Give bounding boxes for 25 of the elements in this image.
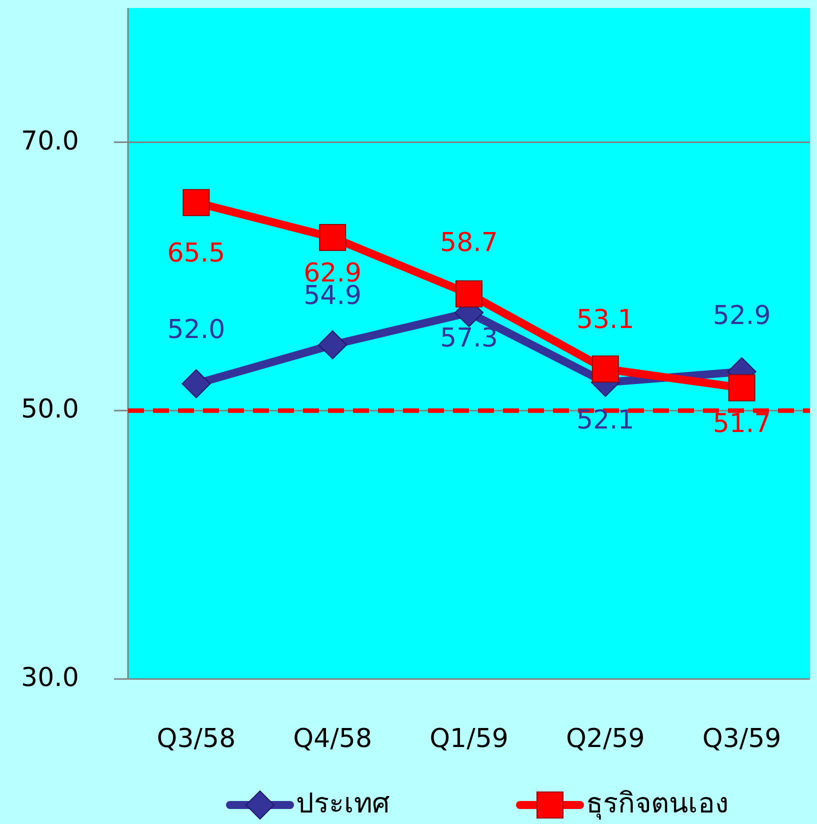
data-label: 57.3 [440,324,498,354]
point [592,356,619,382]
data-label: 58.7 [440,228,498,258]
data-label: 53.1 [576,305,634,336]
point [182,189,210,216]
point [318,330,348,360]
legend-label: ธุรกิจตนเอง [586,786,729,821]
x-tick-label: Q3/58 [156,724,236,754]
data-label: 51.7 [712,408,771,439]
x-tick-label: Q4/58 [293,724,372,754]
point [728,374,756,402]
x-tick-label: Q1/59 [430,724,508,754]
point [456,280,482,308]
y-tick-label: 50.0 [21,394,79,425]
y-tick-label: 70.0 [21,126,79,156]
data-label: 52.1 [576,406,634,436]
y-tick-label: 30.0 [21,663,79,694]
point [182,369,211,398]
legend-label: ประเทศ [296,786,390,820]
data-label: 52.0 [167,314,226,345]
data-label: 65.5 [167,238,226,269]
point [319,224,346,251]
x-tick-label: Q2/59 [566,724,645,754]
data-label: 52.9 [712,300,771,331]
x-tick-label: Q3/59 [702,724,782,754]
